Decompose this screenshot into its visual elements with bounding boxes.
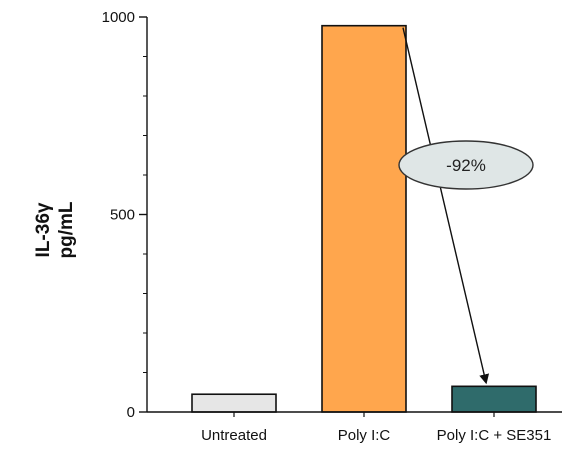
y-tick-label: 500 bbox=[110, 207, 135, 224]
reduction-bubble bbox=[398, 140, 534, 190]
y-tick-label: 1000 bbox=[102, 9, 135, 26]
bar-poly-i-c bbox=[321, 24, 407, 413]
x-tick-label: Poly I:C bbox=[338, 427, 391, 444]
reduction-arrow bbox=[402, 27, 490, 385]
x-tick-label: Poly I:C + SE351 bbox=[437, 427, 552, 444]
y-axis-title-line2: pg/mL bbox=[56, 201, 77, 258]
y-axis-title: IL-36γ pg/mL bbox=[33, 201, 77, 258]
bar-poly-i-c-se351 bbox=[451, 385, 537, 413]
y-axis-title-line1: IL-36γ bbox=[33, 202, 54, 257]
reduction-callout: -92% bbox=[398, 27, 534, 385]
bar-untreated bbox=[191, 393, 277, 413]
x-tick-label: Untreated bbox=[201, 427, 267, 444]
y-tick-label: 0 bbox=[127, 404, 135, 421]
reduction-label: -92% bbox=[446, 156, 486, 175]
